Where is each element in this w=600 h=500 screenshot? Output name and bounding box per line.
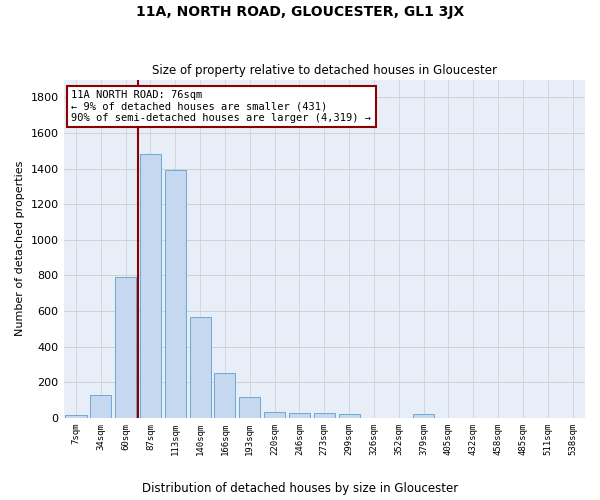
Bar: [140, 154, 161, 418]
Bar: [115, 277, 136, 418]
Text: 11A, NORTH ROAD, GLOUCESTER, GL1 3JX: 11A, NORTH ROAD, GLOUCESTER, GL1 3JX: [136, 5, 464, 19]
Text: Distribution of detached houses by size in Gloucester: Distribution of detached houses by size …: [142, 482, 458, 495]
Bar: [165, 170, 186, 418]
Bar: [338, 414, 359, 418]
Bar: [264, 412, 285, 418]
Y-axis label: Number of detached properties: Number of detached properties: [15, 161, 25, 336]
Bar: [289, 412, 310, 418]
Bar: [190, 318, 211, 418]
Bar: [314, 412, 335, 418]
Text: 11A NORTH ROAD: 76sqm
← 9% of detached houses are smaller (431)
90% of semi-deta: 11A NORTH ROAD: 76sqm ← 9% of detached h…: [71, 90, 371, 123]
Bar: [65, 415, 86, 418]
Bar: [413, 414, 434, 418]
Title: Size of property relative to detached houses in Gloucester: Size of property relative to detached ho…: [152, 64, 497, 77]
Bar: [90, 394, 112, 418]
Bar: [214, 374, 235, 418]
Bar: [239, 396, 260, 418]
